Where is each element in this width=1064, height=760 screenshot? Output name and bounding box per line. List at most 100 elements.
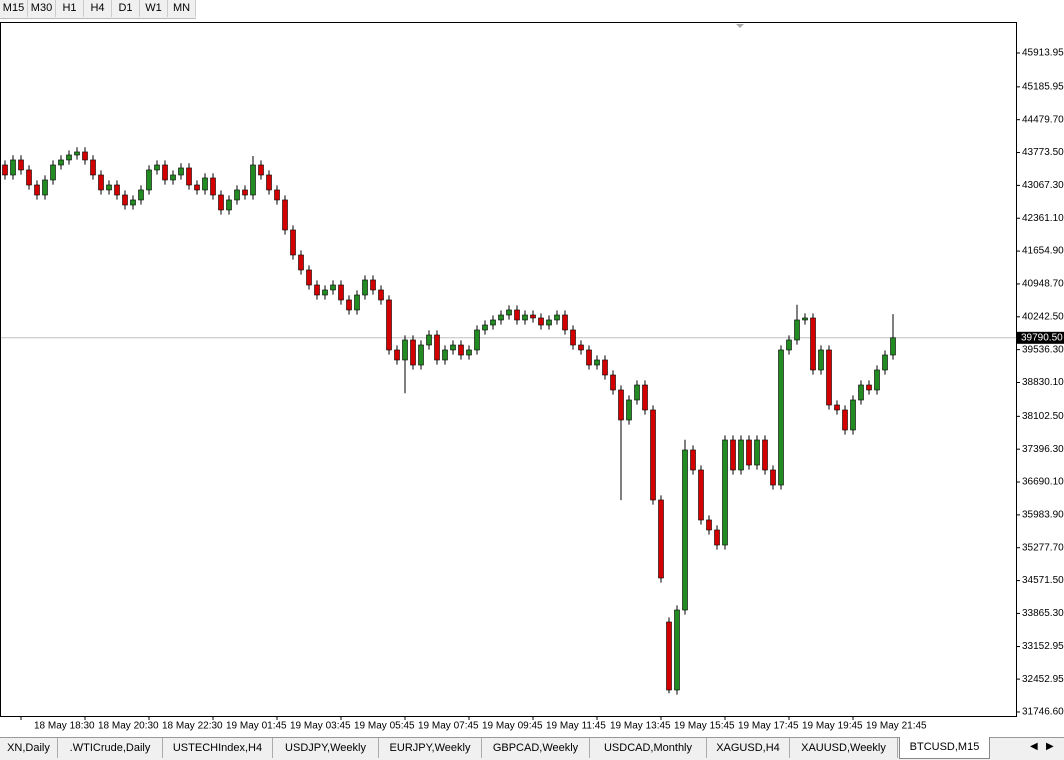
- timeframe-button[interactable]: M30: [28, 0, 56, 17]
- candle-body: [650, 409, 656, 501]
- candle-body: [530, 314, 536, 319]
- candle-body: [626, 399, 632, 421]
- x-tick-label: 19 May 13:45: [610, 721, 671, 732]
- candle-body: [138, 189, 144, 201]
- candle-body: [802, 317, 808, 321]
- y-tick-label: 40948.70: [1022, 279, 1064, 290]
- y-tick-label: 43067.30: [1022, 180, 1064, 191]
- candle-body: [298, 254, 304, 271]
- symbol-tab[interactable]: USDCAD,Monthly: [590, 738, 707, 758]
- timeframe-button[interactable]: MN: [168, 0, 196, 17]
- candle-body: [186, 167, 192, 186]
- candle-body: [386, 299, 392, 351]
- plot-frame: [0, 22, 1017, 717]
- candle-body: [82, 151, 88, 161]
- x-tick-label: 19 May 09:45: [482, 721, 543, 732]
- candle-body: [698, 469, 704, 521]
- symbol-tab[interactable]: USTECHIndex,H4: [163, 738, 273, 758]
- tab-bar: XN,Daily .WTICrude,Daily USTECHIndex,H4 USD…: [0, 737, 1064, 760]
- candle-body: [74, 151, 80, 156]
- candle-body: [154, 164, 160, 171]
- candle-body: [18, 159, 24, 171]
- candle-body: [258, 164, 264, 176]
- candle-body: [2, 164, 8, 176]
- tab-right[interactable]: ▶: [1046, 741, 1054, 752]
- y-tick-label: 38830.10: [1022, 377, 1064, 388]
- candle-body: [754, 439, 760, 466]
- candle-body: [842, 409, 848, 431]
- x-tick-label: 18 May 22:30: [162, 721, 223, 732]
- candle-body: [146, 169, 152, 191]
- candle-body: [410, 339, 416, 366]
- symbol-tab[interactable]: XAUUSD,Weekly: [790, 738, 898, 758]
- candle-body: [522, 314, 528, 321]
- candle-body: [394, 349, 400, 361]
- candle-body: [506, 309, 512, 316]
- candle-body: [458, 344, 464, 356]
- symbol-tab[interactable]: GBPCAD,Weekly: [482, 738, 590, 758]
- symbol-tab[interactable]: XAGUSD,H4: [707, 738, 790, 758]
- x-tick-label: 19 May 19:45: [802, 721, 863, 732]
- timeframe-toolbar: M15 M30 H1 H4 D1 W1 MN: [0, 0, 196, 19]
- candle-body: [498, 314, 504, 321]
- candle-body: [866, 384, 872, 391]
- candle-body: [362, 279, 368, 296]
- timeframe-button[interactable]: H1: [56, 0, 84, 17]
- timeframe-button[interactable]: W1: [140, 0, 168, 17]
- y-tick-label: 42361.10: [1022, 213, 1064, 224]
- symbol-tab[interactable]: BTCUSD,M15: [899, 737, 990, 759]
- candle-body: [162, 164, 168, 181]
- candle-body: [130, 199, 136, 206]
- candle-body: [794, 319, 800, 341]
- y-tick-label: 33152.95: [1022, 641, 1064, 652]
- symbol-tab[interactable]: .WTICrude,Daily: [58, 738, 163, 758]
- candle-body: [778, 349, 784, 486]
- shift-marker: [736, 24, 744, 28]
- candle-body: [634, 384, 640, 401]
- candle-body: [26, 169, 32, 186]
- y-tick-label: 39536.30: [1022, 344, 1064, 355]
- symbol-tab[interactable]: USDJPY,Weekly: [273, 738, 379, 758]
- candle-body: [554, 314, 560, 321]
- x-tick-label: 19 May 01:45: [226, 721, 287, 732]
- candle-body: [354, 294, 360, 311]
- candle-body: [826, 349, 832, 406]
- candle-body: [482, 324, 488, 331]
- candle-body: [234, 189, 240, 201]
- candle-body: [250, 164, 256, 196]
- tab-left[interactable]: ◀: [1030, 741, 1038, 752]
- timeframe-button[interactable]: D1: [112, 0, 140, 17]
- x-tick-label: 18 May 18:30: [34, 721, 95, 732]
- candle-body: [274, 189, 280, 201]
- candle-body: [442, 349, 448, 361]
- timeframe-button[interactable]: H4: [84, 0, 112, 17]
- y-tick-label: 41654.90: [1022, 246, 1064, 257]
- candle-body: [42, 179, 48, 196]
- candle-body: [722, 439, 728, 546]
- y-tick-label: 35277.70: [1022, 542, 1064, 553]
- candle-body: [178, 167, 184, 176]
- candle-body: [266, 174, 272, 191]
- y-tick-label: 33865.30: [1022, 608, 1064, 619]
- y-tick-label: 44479.70: [1022, 114, 1064, 125]
- x-tick-label: 19 May 17:45: [738, 721, 799, 732]
- candle-body: [762, 439, 768, 471]
- y-tick-label: 45913.95: [1022, 48, 1064, 59]
- symbol-tab[interactable]: EURJPY,Weekly: [379, 738, 482, 758]
- candle-body: [602, 359, 608, 376]
- candle-body: [450, 344, 456, 351]
- current-price-label: 39790.50: [1021, 332, 1063, 343]
- candle-body: [66, 154, 72, 161]
- symbol-tab[interactable]: XN,Daily: [0, 738, 58, 758]
- candle-body: [850, 399, 856, 431]
- timeframe-button[interactable]: M15: [0, 0, 28, 17]
- candle-body: [370, 279, 376, 291]
- candle-body: [170, 174, 176, 181]
- chart: 45913.95 45185.95 44479.70 43773.50 43067.30…: [0, 22, 1064, 732]
- candle-body: [706, 519, 712, 531]
- candle-body: [586, 349, 592, 366]
- tab-scroll: ◀ ▶: [1030, 740, 1060, 756]
- candle-body: [210, 177, 216, 196]
- candle-body: [810, 317, 816, 371]
